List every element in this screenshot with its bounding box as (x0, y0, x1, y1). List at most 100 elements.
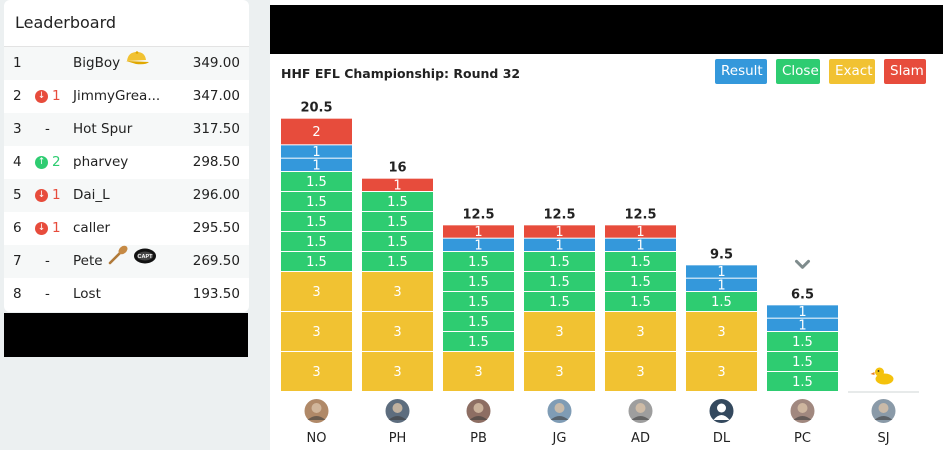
segment-value: 1 (717, 278, 725, 293)
segment-value: 1.5 (387, 235, 408, 250)
player-column: 3 3 1.5 11 9.5 DL (686, 247, 757, 446)
rank-change: - (35, 113, 73, 146)
slam-segment (281, 118, 352, 145)
rank-change-amount: 1 (52, 187, 61, 203)
player-avatar[interactable] (304, 399, 329, 423)
player-name: Lost (73, 286, 101, 302)
segment-value: 1.5 (468, 335, 489, 350)
segment-value: 1 (717, 265, 725, 280)
arrow-down-icon: ↓ (35, 222, 48, 235)
legend-exact-button[interactable]: Exact (829, 59, 875, 84)
segment-value: 1.5 (630, 255, 651, 270)
segment-value: 1 (312, 145, 320, 160)
segment-value: 1.5 (549, 255, 570, 270)
player-initials: JG (552, 431, 567, 446)
leaderboard-list: 1 BigBoy 349.00 2 ↓ 1 JimmyGrea... 347.00 3- Hot … (4, 47, 249, 311)
player-total: 6.5 (791, 287, 814, 302)
segment-value: 2 (312, 125, 320, 140)
leaderboard-row[interactable]: 2 ↓ 1 JimmyGrea... 347.00 (4, 80, 249, 113)
segment-value: 1.5 (387, 215, 408, 230)
segment-value: 1.5 (792, 355, 813, 370)
leaderboard-row[interactable]: 6 ↓ 1 caller 295.50 (4, 212, 249, 245)
player-score: 193.50 (192, 286, 240, 302)
exact-segment (686, 352, 757, 391)
rank-change: ↓ 1 (35, 80, 73, 113)
leaderboard-row[interactable]: 7 - Pete CAPT 269.50 (4, 245, 249, 278)
rank-change-none: - (45, 286, 50, 302)
player-score: 349.00 (192, 55, 240, 71)
segment-value: 1 (312, 158, 320, 173)
player-avatar[interactable] (547, 399, 572, 423)
player-name-cell: Lost (73, 278, 101, 311)
rank-number: 8 (13, 286, 22, 302)
exact-segment (362, 272, 433, 311)
close-segment (281, 232, 352, 251)
close-segment (281, 172, 352, 191)
player-avatar[interactable] (628, 399, 653, 423)
player-score: 295.50 (192, 220, 240, 236)
player-name: Dai_L (73, 187, 110, 203)
segment-value: 1.5 (306, 195, 327, 210)
rank-change: - (35, 245, 73, 278)
player-total: 12.5 (462, 207, 494, 222)
legend-result-button[interactable]: Result (715, 59, 767, 84)
leaderboard-row[interactable]: 3 - Hot Spur 317.50 (4, 113, 249, 146)
close-segment (281, 212, 352, 231)
player-avatar[interactable] (790, 399, 815, 423)
result-segment (605, 238, 676, 251)
close-segment (767, 352, 838, 371)
player-column: SJ (848, 367, 919, 446)
leaderboard-row[interactable]: 5 ↓ 1 Dai_L 296.00 (4, 179, 249, 212)
slam-segment (443, 225, 514, 238)
slam-segment (524, 225, 595, 238)
rank-number: 5 (13, 187, 22, 203)
chevron-down-icon (795, 259, 810, 269)
close-segment (362, 232, 433, 251)
leaderboard-row[interactable]: 8 - Lost 193.50 (4, 278, 249, 311)
segment-value: 1 (393, 178, 401, 193)
points-chart: 3331.51.51.51.51.511220.5NO3331.51.51.51… (281, 101, 919, 446)
close-segment (443, 252, 514, 271)
segment-value: 3 (636, 325, 644, 340)
exact-segment (281, 352, 352, 391)
player-initials: AD (631, 431, 650, 446)
rank-change-none: - (45, 121, 50, 137)
player-avatar[interactable] (466, 399, 491, 423)
player-score: 347.00 (192, 88, 240, 104)
close-segment (362, 252, 433, 271)
segment-value: 3 (555, 325, 563, 340)
close-segment (524, 292, 595, 311)
legend-close-button[interactable]: Close (776, 59, 820, 84)
segment-value: 1.5 (468, 275, 489, 290)
player-avatar[interactable] (709, 399, 734, 423)
player-score: 296.00 (192, 187, 240, 203)
leaderboard-title: Leaderboard (4, 0, 249, 47)
rank-change-none: - (45, 253, 50, 269)
player-avatar[interactable] (871, 399, 896, 423)
redacted-header (270, 5, 943, 54)
exact-segment (362, 352, 433, 391)
rank-number: 6 (13, 220, 22, 236)
legend-slam-button[interactable]: Slam (884, 59, 926, 84)
segment-value: 3 (393, 285, 401, 300)
slam-segment (605, 225, 676, 238)
result-segment (524, 238, 595, 251)
result-segment (281, 158, 352, 171)
rank-change (35, 47, 73, 80)
exact-segment (524, 312, 595, 351)
rank-number: 7 (13, 253, 22, 269)
result-segment (281, 145, 352, 158)
player-initials: PH (389, 431, 407, 446)
leaderboard-row[interactable]: 4 ↑ 2 pharvey 298.50 (4, 146, 249, 179)
rank-number: 3 (13, 121, 22, 137)
leaderboard-row[interactable]: 1 BigBoy 349.00 (4, 47, 249, 80)
player-avatar[interactable] (385, 399, 410, 423)
result-segment (767, 318, 838, 331)
segment-value: 1.5 (549, 275, 570, 290)
close-segment (362, 212, 433, 231)
close-segment (362, 192, 433, 211)
close-segment (686, 292, 757, 311)
result-segment (443, 238, 514, 251)
redacted-block (4, 313, 248, 357)
segment-value: 3 (555, 365, 563, 380)
